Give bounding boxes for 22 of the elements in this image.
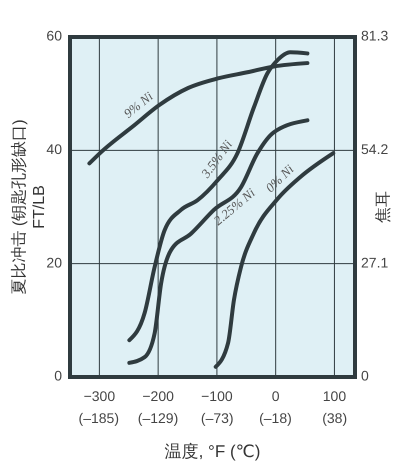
y2-tick-label: 0 [361, 368, 369, 384]
x-tick-label: −300 [84, 388, 116, 404]
y-tick-label: 0 [54, 368, 62, 384]
text: 9% Ni [120, 88, 156, 121]
x2-tick-label: (–73) [200, 410, 234, 426]
text: 0% Ni [262, 161, 297, 196]
x2-tick-label: (38) [322, 410, 348, 426]
x-tick-label: −100 [201, 388, 233, 404]
y2-axis-title: 焦耳 [374, 191, 392, 223]
y2-tick-label: 81.3 [361, 28, 388, 44]
x-axis-title: 温度, °F (℃) [164, 442, 260, 461]
x-tick-label: 0 [272, 388, 280, 404]
x-tick-label: −200 [142, 388, 174, 404]
y2-tick-label: 27.1 [361, 254, 388, 270]
y-tick-label: 40 [46, 141, 62, 158]
y-tick-label: 60 [46, 28, 62, 44]
x2-tick-label: (–129) [138, 410, 178, 426]
x-tick-label: 100 [322, 388, 346, 404]
x2-tick-label: (–185) [78, 410, 120, 426]
x2-tick-label: (–18) [259, 410, 292, 426]
y2-tick-label: 54.2 [361, 141, 388, 158]
y-tick-label: 20 [46, 254, 62, 270]
